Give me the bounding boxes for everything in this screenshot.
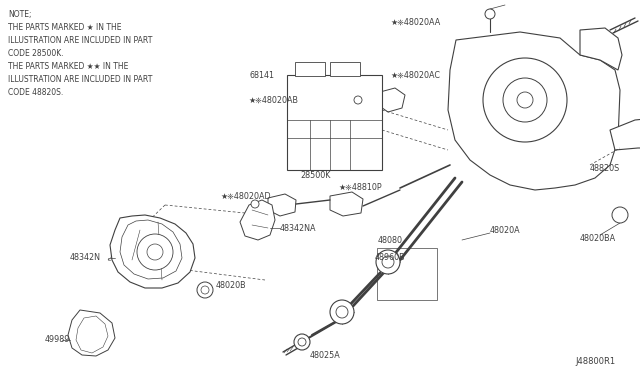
Text: CODE 28500K.: CODE 28500K.: [8, 48, 63, 58]
Text: 48080: 48080: [378, 235, 403, 244]
Text: NOTE;: NOTE;: [8, 10, 31, 19]
Polygon shape: [240, 200, 275, 240]
Circle shape: [382, 256, 394, 268]
Text: 48020BA: 48020BA: [580, 234, 616, 243]
Circle shape: [354, 96, 362, 104]
Circle shape: [298, 338, 306, 346]
Circle shape: [294, 334, 310, 350]
Polygon shape: [76, 316, 108, 353]
Text: ★❈48020AB: ★❈48020AB: [248, 96, 298, 105]
Circle shape: [503, 78, 547, 122]
Bar: [330, 62, 360, 76]
Polygon shape: [580, 28, 622, 70]
Circle shape: [137, 234, 173, 270]
Text: ILLUSTRATION ARE INCLUDED IN PART: ILLUSTRATION ARE INCLUDED IN PART: [8, 74, 152, 83]
Text: J48800R1: J48800R1: [575, 357, 615, 366]
Bar: [287, 75, 382, 170]
Text: 48025A: 48025A: [310, 350, 340, 359]
Text: THE PARTS MARKED ★ IN THE: THE PARTS MARKED ★ IN THE: [8, 22, 122, 32]
Text: 48020B: 48020B: [216, 282, 246, 291]
Circle shape: [485, 9, 495, 19]
Polygon shape: [610, 118, 640, 150]
Text: 48342NA: 48342NA: [280, 224, 317, 232]
Circle shape: [251, 200, 259, 208]
Circle shape: [197, 282, 213, 298]
Bar: [295, 62, 325, 76]
Polygon shape: [268, 194, 296, 216]
Text: THE PARTS MARKED ★★ IN THE: THE PARTS MARKED ★★ IN THE: [8, 61, 129, 71]
Circle shape: [483, 58, 567, 142]
Text: ILLUSTRATION ARE INCLUDED IN PART: ILLUSTRATION ARE INCLUDED IN PART: [8, 35, 152, 45]
Text: ★❈48810P: ★❈48810P: [338, 183, 381, 192]
Polygon shape: [68, 310, 115, 356]
Bar: [377, 248, 437, 300]
Text: ★❈48020AC: ★❈48020AC: [390, 71, 440, 80]
Polygon shape: [378, 88, 405, 112]
Text: 48342N: 48342N: [70, 253, 101, 263]
Circle shape: [147, 244, 163, 260]
Text: 28500K: 28500K: [300, 170, 330, 180]
Text: 48820S: 48820S: [590, 164, 620, 173]
Polygon shape: [110, 215, 195, 288]
Text: ★❈48020AD: ★❈48020AD: [220, 192, 271, 201]
Polygon shape: [448, 32, 620, 190]
Circle shape: [201, 286, 209, 294]
Text: 68141: 68141: [250, 71, 275, 80]
Text: 48020A: 48020A: [490, 225, 520, 234]
Text: 48960B: 48960B: [375, 253, 406, 263]
Circle shape: [336, 306, 348, 318]
Text: CODE 48820S.: CODE 48820S.: [8, 87, 63, 96]
Text: ★❈48020AA: ★❈48020AA: [390, 17, 440, 26]
Circle shape: [376, 250, 400, 274]
Circle shape: [612, 207, 628, 223]
Circle shape: [517, 92, 533, 108]
Circle shape: [330, 300, 354, 324]
Text: 49989: 49989: [45, 336, 70, 344]
Polygon shape: [330, 192, 363, 216]
Polygon shape: [120, 220, 182, 279]
